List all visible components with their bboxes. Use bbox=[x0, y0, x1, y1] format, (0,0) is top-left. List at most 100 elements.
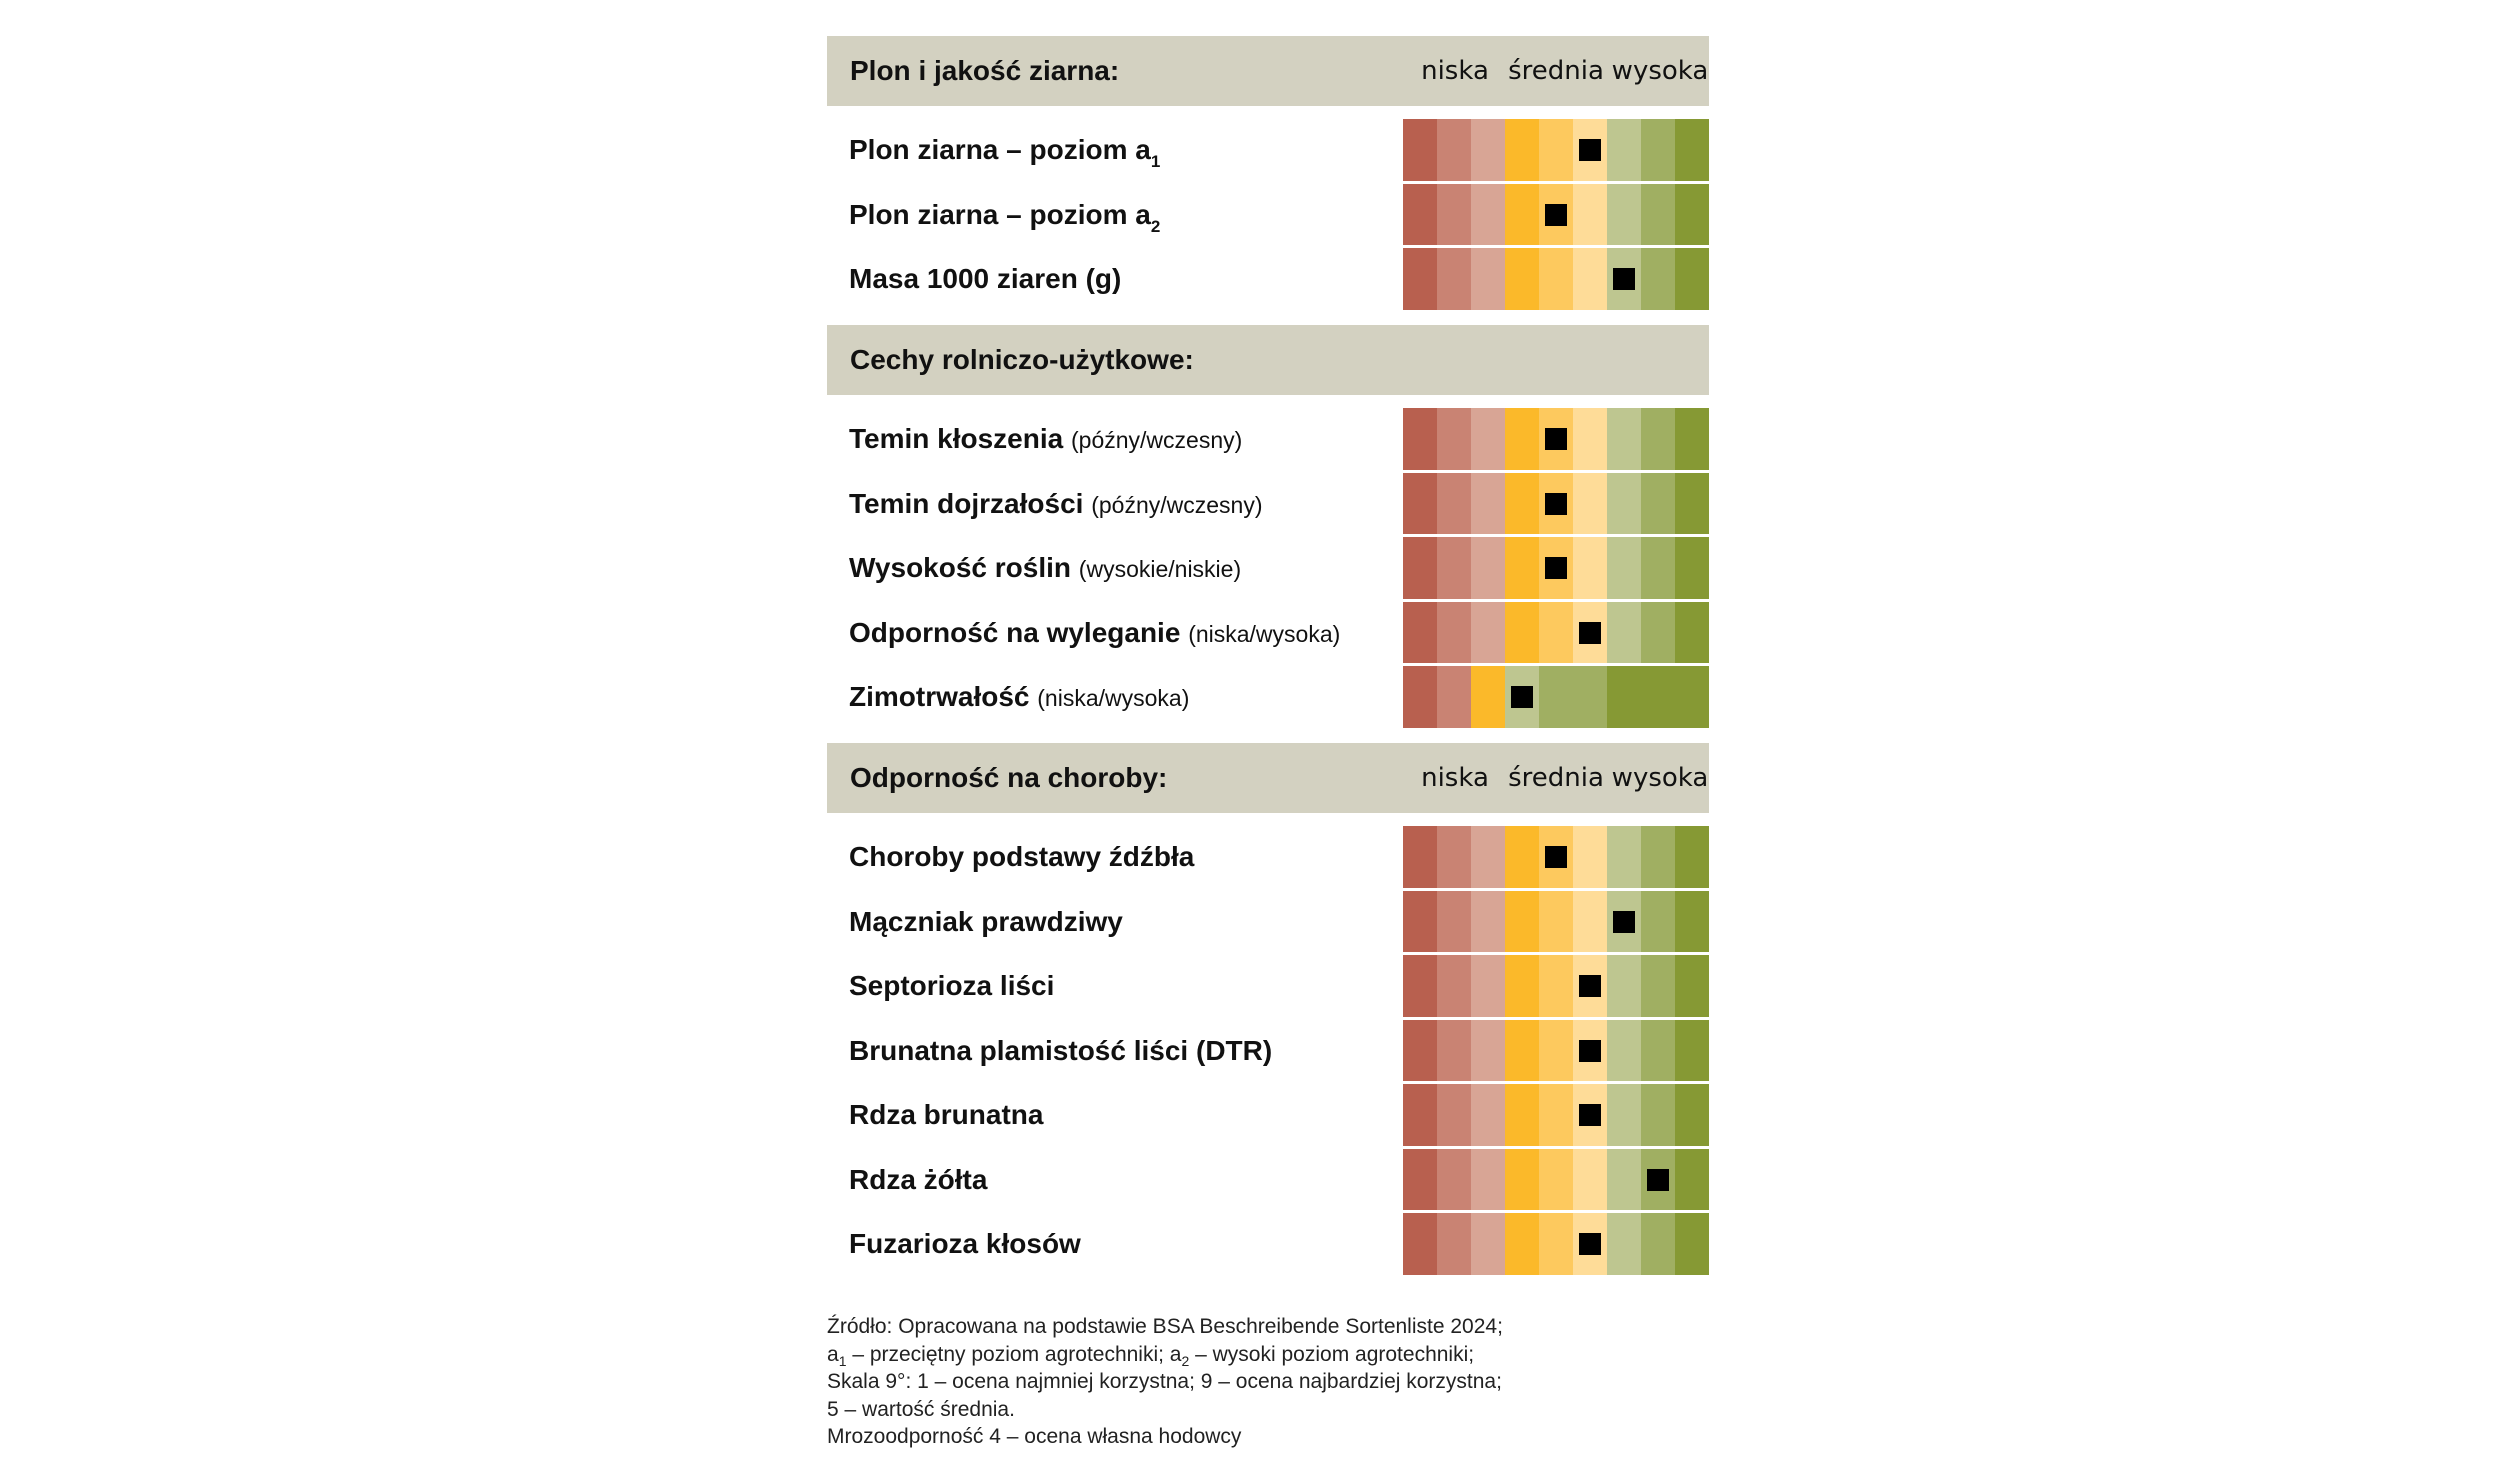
score-cell bbox=[1471, 1148, 1505, 1211]
score-cell bbox=[1539, 1148, 1573, 1211]
score-cell bbox=[1505, 1213, 1539, 1275]
score-cell bbox=[1403, 955, 1437, 1017]
score-cell bbox=[1607, 666, 1641, 728]
score-cell bbox=[1573, 1148, 1607, 1211]
score-cell bbox=[1573, 408, 1607, 470]
score-cell bbox=[1641, 248, 1675, 310]
score-cell bbox=[1505, 890, 1539, 953]
score-marker bbox=[1579, 975, 1601, 997]
score-cell bbox=[1539, 890, 1573, 953]
score-cell bbox=[1403, 408, 1437, 470]
score-cell bbox=[1607, 1019, 1641, 1082]
score-cell bbox=[1641, 1084, 1675, 1146]
row-separator bbox=[1403, 469, 1709, 473]
score-cell bbox=[1505, 537, 1539, 599]
score-marker bbox=[1545, 557, 1567, 579]
scale-level-label: wysoka bbox=[1611, 763, 1709, 793]
score-cell bbox=[1675, 119, 1709, 181]
row-label-main: Masa 1000 ziaren (g) bbox=[849, 263, 1122, 294]
section-title: Odporność na choroby: bbox=[850, 762, 1168, 793]
row-label: Plon ziarna – poziom a2 bbox=[849, 184, 1160, 246]
score-cell bbox=[1471, 408, 1505, 470]
row-separator bbox=[1403, 598, 1709, 602]
score-cell bbox=[1437, 955, 1471, 1017]
score-cell bbox=[1573, 183, 1607, 246]
score-cell bbox=[1539, 248, 1573, 310]
score-cell bbox=[1403, 1019, 1437, 1082]
row-separator bbox=[1403, 180, 1709, 184]
row-separator bbox=[1403, 887, 1709, 891]
score-cell bbox=[1471, 472, 1505, 535]
score-cell bbox=[1641, 1019, 1675, 1082]
row-label: Zimotrwałość (niska/wysoka) bbox=[849, 666, 1189, 728]
score-cell bbox=[1607, 826, 1641, 888]
row-separator bbox=[1403, 1016, 1709, 1020]
score-cell bbox=[1641, 119, 1675, 181]
row-label-subscript: 1 bbox=[1150, 152, 1161, 171]
score-cell bbox=[1539, 1213, 1573, 1275]
score-cell bbox=[1505, 955, 1539, 1017]
score-cell bbox=[1675, 1213, 1709, 1275]
score-cell bbox=[1437, 119, 1471, 181]
row-label-main: Choroby podstawy źdźbła bbox=[849, 841, 1195, 872]
footnote-scale: Skala 9°: 1 – ocena najmniej korzystna; … bbox=[827, 1370, 1502, 1393]
score-cell bbox=[1505, 183, 1539, 246]
score-cell bbox=[1607, 408, 1641, 470]
score-cell bbox=[1539, 666, 1573, 728]
section-title: Cechy rolniczo-użytkowe: bbox=[850, 344, 1194, 375]
score-cell bbox=[1471, 183, 1505, 246]
score-cell bbox=[1505, 601, 1539, 664]
score-marker bbox=[1613, 910, 1635, 933]
score-cell bbox=[1471, 537, 1505, 599]
score-cell bbox=[1675, 248, 1709, 310]
score-cell bbox=[1403, 890, 1437, 953]
score-cell bbox=[1573, 472, 1607, 535]
row-separator bbox=[1403, 1145, 1709, 1149]
score-cell bbox=[1505, 826, 1539, 888]
score-cell bbox=[1403, 248, 1437, 310]
score-cell bbox=[1641, 826, 1675, 888]
score-cell bbox=[1607, 601, 1641, 664]
score-marker bbox=[1613, 268, 1635, 290]
row-label: Brunatna plamistość liści (DTR) bbox=[849, 1020, 1272, 1082]
score-cell bbox=[1505, 248, 1539, 310]
row-separator bbox=[1403, 245, 1709, 248]
section-header: Cechy rolniczo-użytkowe: bbox=[827, 325, 1709, 395]
footnote-source: Źródło: Opracowana na podstawie BSA Besc… bbox=[827, 1315, 1503, 1338]
score-cell bbox=[1675, 472, 1709, 535]
row-label-note: (wysokie/niskie) bbox=[1078, 556, 1242, 582]
row-label: Choroby podstawy źdźbła bbox=[849, 826, 1194, 888]
score-cell bbox=[1403, 666, 1437, 728]
score-cell bbox=[1573, 537, 1607, 599]
score-cell bbox=[1675, 1148, 1709, 1211]
score-cell bbox=[1675, 1084, 1709, 1146]
score-cell bbox=[1403, 119, 1437, 181]
score-cell bbox=[1505, 1148, 1539, 1211]
row-separator bbox=[1403, 952, 1709, 955]
score-cell bbox=[1675, 183, 1709, 246]
score-cell bbox=[1539, 1084, 1573, 1146]
score-marker bbox=[1579, 1233, 1601, 1255]
score-cell bbox=[1505, 119, 1539, 181]
score-cell bbox=[1607, 955, 1641, 1017]
score-marker bbox=[1579, 139, 1601, 161]
score-cell bbox=[1471, 601, 1505, 664]
row-label-main: Zimotrwałość bbox=[849, 681, 1030, 712]
score-marker bbox=[1545, 846, 1567, 868]
row-label: Wysokość roślin (wysokie/niskie) bbox=[849, 537, 1241, 599]
row-label: Mączniak prawdziwy bbox=[849, 891, 1123, 953]
score-cell bbox=[1437, 1213, 1471, 1275]
section-header: Odporność na choroby: niska średnia wysoka bbox=[827, 743, 1709, 813]
score-cell bbox=[1641, 408, 1675, 470]
score-cell bbox=[1641, 890, 1675, 953]
score-cell bbox=[1675, 666, 1709, 728]
score-marker bbox=[1545, 492, 1567, 515]
score-cell bbox=[1539, 1019, 1573, 1082]
scale-level-label: niska bbox=[1421, 763, 1489, 793]
row-label-note: (późny/wczesny) bbox=[1071, 427, 1243, 453]
scale-level-label: średnia bbox=[1508, 763, 1604, 793]
score-cell bbox=[1471, 1084, 1505, 1146]
score-cell bbox=[1505, 472, 1539, 535]
row-label: Temin dojrzałości (późny/wczesny) bbox=[849, 473, 1262, 535]
